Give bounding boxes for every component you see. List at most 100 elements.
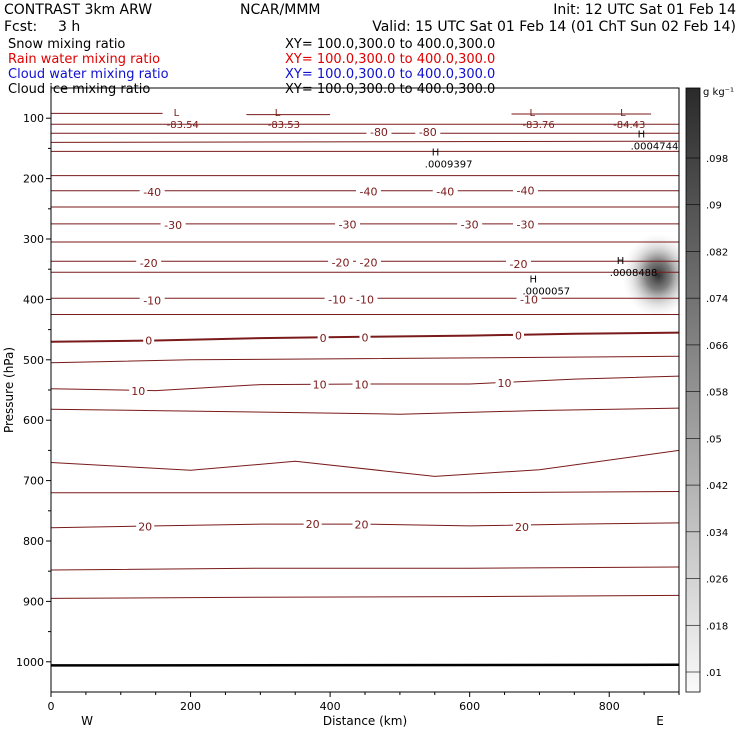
contour-label: -10 <box>356 293 374 306</box>
plot-area <box>51 112 679 667</box>
contour-label-bg <box>355 185 381 198</box>
colorbar-unit: g kg⁻¹ <box>703 87 734 98</box>
colorbar-label: .082 <box>706 247 728 258</box>
contour-label: 10 <box>313 379 327 392</box>
contour-label: 0 <box>320 332 327 345</box>
contour-label: -30 <box>339 219 357 232</box>
contour-label-bg <box>136 520 155 533</box>
high-marker: H <box>529 274 537 285</box>
y-tick-label: 100 <box>23 112 44 125</box>
contour-label: -20 <box>332 257 350 270</box>
contour-label: -10 <box>328 293 346 306</box>
contour-label-bg <box>352 293 378 306</box>
contour-labels: -80 -80-40 -40 -40 -40-30 -30 -30 -30-20 -20 -20-… <box>129 126 542 534</box>
contour-label-bg <box>335 218 361 231</box>
contour-line <box>51 355 679 364</box>
contour-label-bg <box>512 218 538 231</box>
contour-label: 0 <box>145 334 152 347</box>
init-time: Init: 12 UTC Sat 01 Feb 14 <box>553 2 736 18</box>
y-tick-label: 1000 <box>16 656 44 669</box>
contour-label-bg <box>160 219 186 232</box>
colorbar-label: .026 <box>706 575 728 586</box>
contour-label-bg <box>324 293 350 306</box>
legend-field-name: Cloud ice mixing ratio <box>8 82 150 97</box>
contour-line <box>51 491 679 494</box>
contour-label-bg <box>513 329 525 342</box>
y-tick-label: 200 <box>23 173 44 186</box>
high-marker: H <box>617 256 625 267</box>
y-tick-label: 400 <box>23 293 44 306</box>
contour-label: -10 <box>143 295 161 308</box>
high-value: .0009397 <box>425 159 473 170</box>
legend-field-xy: XY= 100.0,300.0 to 400.0,300.0 <box>285 52 495 67</box>
y-tick-label: 500 <box>23 354 44 367</box>
contour-label-bg <box>352 518 371 531</box>
contour-label-bg <box>352 378 371 391</box>
legend-field-name: Cloud water mixing ratio <box>8 67 169 82</box>
contour-label: 20 <box>515 521 529 534</box>
contour-label: -20 <box>140 257 158 270</box>
contour-label-bg <box>359 331 371 344</box>
contour-label: -30 <box>517 219 535 232</box>
legend-field-xy: XY= 100.0,300.0 to 400.0,300.0 <box>285 37 495 52</box>
contour-label-bg <box>415 126 441 139</box>
contour-label: 0 <box>515 330 522 343</box>
y-tick-label: 700 <box>23 475 44 488</box>
low-value: -83.76 <box>522 120 554 131</box>
low-marker: L <box>529 108 535 119</box>
contour-line <box>51 566 679 571</box>
contour-label: -40 <box>517 185 535 198</box>
contour-label-bg <box>516 293 542 306</box>
legend-field-name: Rain water mixing ratio <box>8 52 160 67</box>
x-left-end-label: W <box>81 714 93 728</box>
contour-label-bg <box>129 385 148 398</box>
center-name: NCAR/MMM <box>240 2 321 18</box>
colorbar-label: .05 <box>706 434 722 445</box>
legend-field-xy: XY= 100.0,300.0 to 400.0,300.0 <box>285 82 495 97</box>
high-marker: H <box>432 147 440 158</box>
contour-label-bg <box>432 185 458 198</box>
colorbar-label: .058 <box>706 388 728 399</box>
x-axis: 0 200 400 600 800 <box>48 692 680 713</box>
high-value: .0000057 <box>522 286 570 297</box>
field-legend: Snow mixing ratio XY= 100.0,300.0 to 400.… <box>8 37 495 97</box>
contour-line <box>51 449 679 477</box>
x-tick-label: 600 <box>459 700 480 713</box>
y-tick-label: 800 <box>23 535 44 548</box>
colorbar-label: .042 <box>706 481 728 492</box>
fcst-label: Fcst: <box>4 19 37 35</box>
contour-label-bg <box>139 185 165 198</box>
contour-label: 10 <box>131 385 145 398</box>
contour-label: 10 <box>355 379 369 392</box>
contour-lines <box>51 112 679 667</box>
legend-field-xy: XY= 100.0,300.0 to 400.0,300.0 <box>285 67 495 82</box>
contour-label-bg <box>495 376 514 389</box>
high-value: .0004744 <box>631 141 679 152</box>
contour-label-bg <box>457 218 483 231</box>
contour-label: 20 <box>138 521 152 534</box>
contour-label-bg <box>506 257 532 270</box>
x-tick-label: 800 <box>599 700 620 713</box>
contour-label-bg <box>303 518 322 531</box>
model-title: CONTRAST 3km ARW <box>4 2 152 18</box>
low-marker: L <box>174 108 180 119</box>
colorbar-label: .066 <box>706 341 728 352</box>
low-marker: L <box>620 108 626 119</box>
high-value: .0008488 <box>610 268 658 279</box>
contour-label: -30 <box>461 219 479 232</box>
x-axis-label: Distance (km) <box>323 714 407 728</box>
surface-line <box>51 663 679 667</box>
x-tick-label: 200 <box>180 700 201 713</box>
contour-line <box>51 594 679 599</box>
contour-label: -40 <box>436 185 454 198</box>
colorbar-label: .01 <box>706 668 722 679</box>
y-tick-label: 600 <box>23 414 44 427</box>
contour-label-bg <box>366 126 392 139</box>
colorbar-labels: .01 .018 .026 .034 .042 .05 .058 .066 .074 .082 .0… <box>686 154 728 679</box>
y-tick-label: 300 <box>23 233 44 246</box>
x-right-end-label: E <box>656 714 664 728</box>
contour-label: -80 <box>419 126 437 139</box>
colorbar-label: .098 <box>706 154 728 165</box>
